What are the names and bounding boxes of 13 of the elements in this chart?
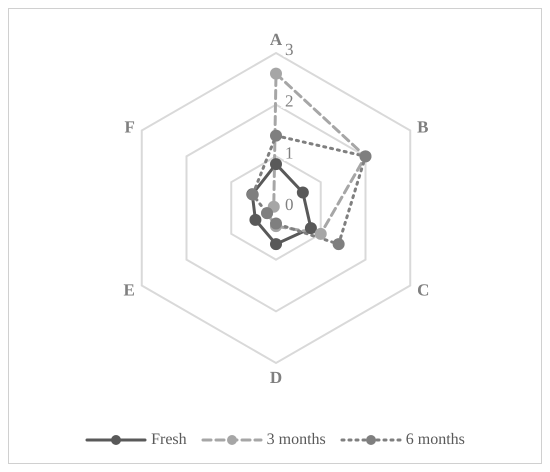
legend-label: 3 months (266, 431, 326, 449)
y-tick-label: 3 (285, 40, 294, 59)
spoke-label: F (124, 118, 135, 137)
spoke-label: D (270, 368, 282, 388)
y-tick-label: 0 (285, 195, 294, 214)
legend-label: 6 months (404, 431, 465, 449)
spoke-label: B (417, 118, 429, 137)
spoke-label: E (123, 280, 135, 300)
y-tick-label: 1 (285, 143, 294, 162)
legend-label: Fresh (150, 431, 187, 449)
spoke-label: C (417, 280, 430, 300)
spoke-label: A (270, 30, 283, 49)
y-tick-label: 2 (285, 92, 294, 111)
